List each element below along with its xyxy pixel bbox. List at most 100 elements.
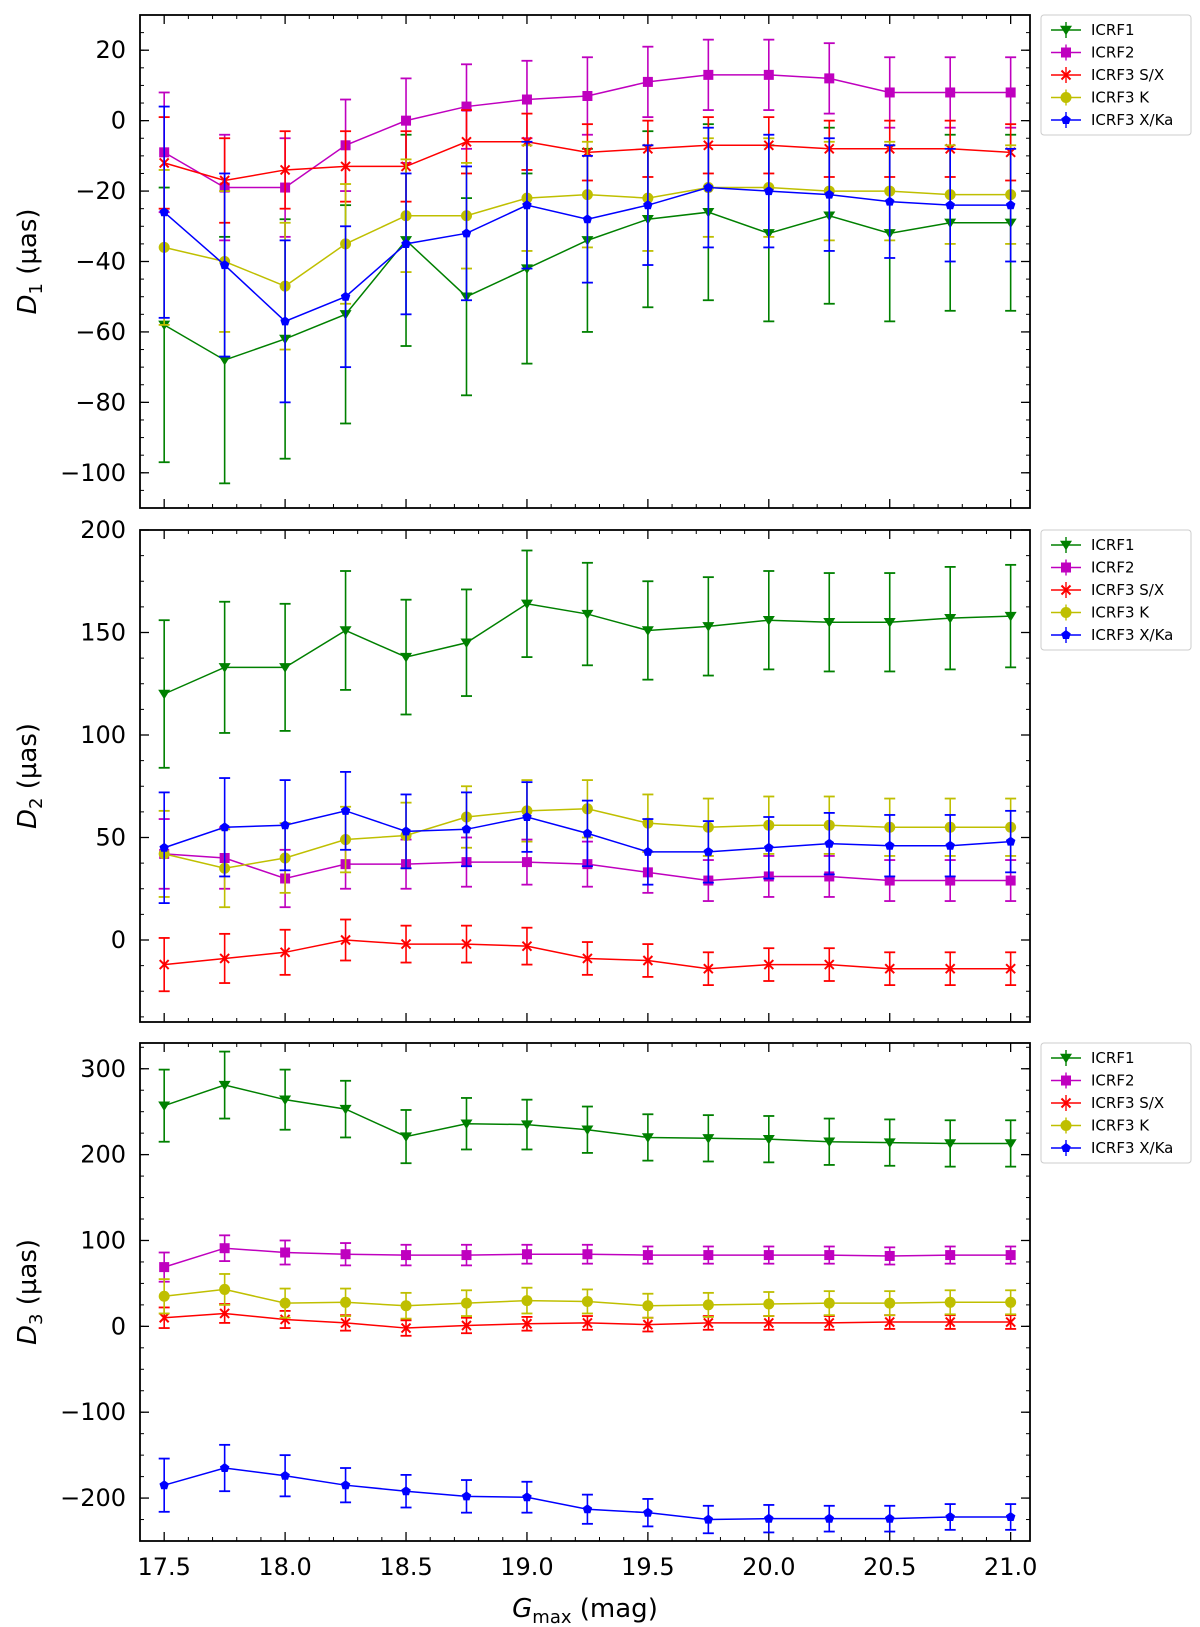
data-point [884,1297,896,1309]
y-label-symbol: D [13,809,43,829]
legend-marker-stroke [1060,584,1072,596]
data-point-stroke [1005,1316,1016,1328]
legend-item: ICRF1 [1051,21,1135,39]
data-point [400,1132,413,1142]
legend-label: ICRF3 K [1091,1117,1150,1135]
data-point [460,1297,472,1309]
data-point [522,812,532,822]
data-point [944,1316,956,1328]
data-point [219,822,230,832]
y-tick-label: 200 [80,1141,126,1169]
data-point [823,618,836,628]
data-point [702,1134,715,1144]
data-point-stroke [219,953,230,964]
data-point [520,599,533,610]
data-point-stroke [400,938,412,950]
legend-box [1040,529,1192,651]
data-point [582,1317,593,1329]
data-point [340,1296,352,1308]
data-point [884,1250,895,1261]
data-point [884,963,895,974]
x-tick-label: 19.5 [621,1553,674,1581]
data-point [159,207,169,217]
x-tick-label: 19.0 [500,1553,553,1581]
data-point [643,200,653,210]
data-point [762,1134,775,1145]
data-point [460,1119,473,1130]
data-point [641,626,654,636]
data-point [762,616,775,626]
x-tick-label: 18.5 [379,1553,432,1581]
legend-item: ICRF1 [1051,536,1135,554]
series-icrf2 [158,1234,1017,1283]
data-point [158,1290,170,1302]
data-point [219,260,230,270]
data-point [582,90,593,101]
legend-label: ICRF1 [1091,21,1135,39]
data-point [340,805,351,815]
data-point [944,1296,956,1308]
data-point [158,689,171,700]
legend-marker [1060,584,1072,596]
data-point [582,1504,593,1514]
data-point [461,101,472,112]
data-point [944,613,957,624]
data-point [884,87,895,98]
data-point-stroke [219,1308,230,1319]
legend-item: ICRF2 [1051,1072,1135,1090]
data-point-stroke [944,1316,956,1328]
data-point-stroke [521,1318,533,1329]
legend: ICRF1 ICRF2 ICRF3 S/X ICRF3 K ICRF3 X/Ka [1040,1042,1192,1164]
data-point [1004,611,1017,622]
data-point [461,938,472,950]
data-point [581,1295,593,1307]
data-point-stroke [642,1319,654,1330]
y-label-symbol: D [13,295,43,315]
data-point [643,846,653,856]
data-point-stroke [279,947,291,958]
data-point [703,1317,714,1329]
data-point [703,963,714,974]
legend-marker [1061,630,1071,640]
y-tick-label: 100 [80,1226,126,1254]
data-point [582,828,593,838]
data-point-stroke [279,1314,291,1325]
x-label-unit: (mag) [572,1594,658,1624]
y-tick-label: 0 [111,926,126,954]
data-point [703,182,714,192]
data-point [945,200,955,210]
y-tick-label: 0 [111,1312,126,1340]
data-point [219,1463,230,1473]
legend-marker [1060,1120,1072,1131]
data-point [461,1250,472,1261]
data-point [642,1300,654,1312]
y-label-subscript: 1 [26,283,47,294]
data-point-stroke [340,934,351,946]
data-point [521,1295,533,1307]
data-point [641,1133,654,1143]
data-point [280,820,290,830]
data-point [1004,1139,1017,1149]
data-point [824,73,835,84]
data-point [823,1297,835,1309]
data-point [763,1298,775,1310]
data-point [823,1137,836,1148]
data-point [279,1095,292,1106]
data-point [461,1320,472,1331]
data-point [1005,1511,1016,1521]
data-point [521,857,532,868]
plot-frame [139,1042,1031,1542]
data-point-stroke [763,959,775,970]
data-point [521,940,533,952]
data-point [401,826,411,836]
data-point [400,1322,412,1334]
y-axis-label: D1 (µas) [13,208,47,314]
legend-label: ICRF3 X/Ka [1091,111,1173,129]
legend-label: ICRF3 K [1091,89,1150,107]
legend-item: ICRF3 X/Ka [1051,1139,1173,1157]
legend: ICRF1 ICRF2 ICRF3 S/X ICRF3 K ICRF3 X/Ka [1040,529,1192,651]
data-point [945,87,956,98]
data-point [945,1511,955,1521]
legend-label: ICRF1 [1091,536,1135,554]
